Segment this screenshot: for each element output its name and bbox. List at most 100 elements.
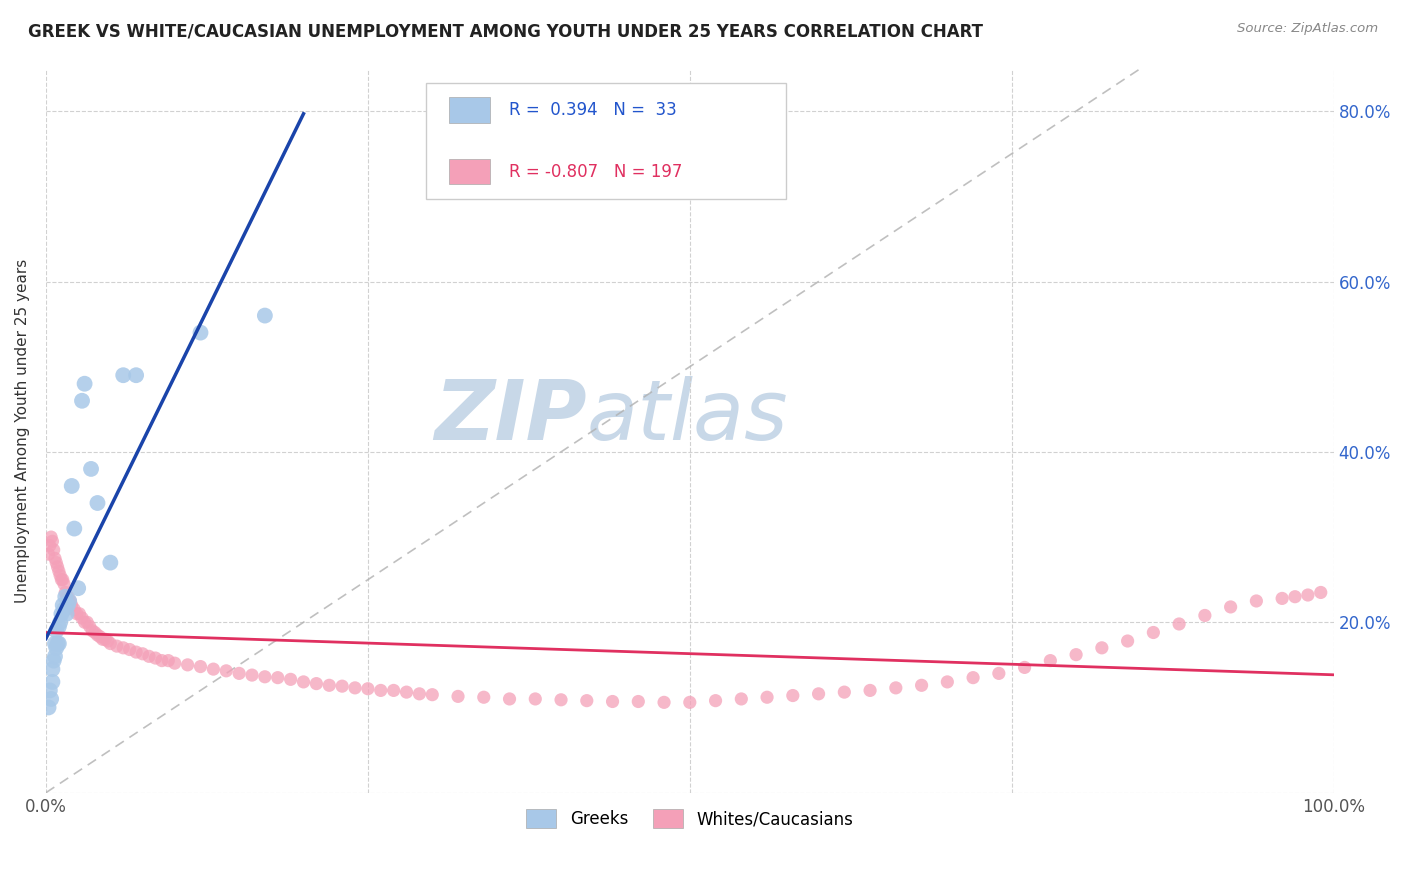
Text: atlas: atlas [586, 376, 789, 457]
Point [1091, 640, 1114, 655]
Point [118, 642, 141, 657]
Point [44, 649, 66, 664]
Point [39, 692, 62, 706]
Legend: Greeks, Whites/Caucasians: Greeks, Whites/Caucasians [520, 803, 860, 835]
Point [1116, 634, 1139, 648]
Point [45, 640, 67, 655]
Point [202, 662, 225, 676]
Point [38, 700, 60, 714]
Point [60, 479, 83, 493]
Point [53, 585, 76, 599]
Point [51, 573, 73, 587]
Point [190, 659, 212, 673]
Point [86, 628, 108, 642]
Point [42, 542, 65, 557]
Point [627, 694, 650, 708]
Point [125, 368, 148, 383]
Point [1296, 588, 1319, 602]
Text: ZIP: ZIP [434, 376, 586, 457]
Point [41, 534, 63, 549]
Point [58, 594, 80, 608]
Point [357, 681, 380, 696]
Point [38, 683, 60, 698]
Point [1219, 599, 1241, 614]
Point [884, 681, 907, 695]
Point [382, 683, 405, 698]
Point [704, 693, 727, 707]
Point [176, 657, 198, 672]
Point [267, 671, 290, 685]
Point [730, 692, 752, 706]
Point [652, 695, 675, 709]
Point [53, 602, 76, 616]
Point [163, 656, 186, 670]
Point [305, 676, 328, 690]
Point [575, 693, 598, 707]
Point [150, 654, 173, 668]
Point [131, 647, 153, 661]
Point [936, 674, 959, 689]
Point [73, 376, 96, 391]
Point [58, 594, 80, 608]
Point [524, 692, 547, 706]
Y-axis label: Unemployment Among Youth under 25 years: Unemployment Among Youth under 25 years [15, 259, 30, 603]
Point [330, 679, 353, 693]
Point [45, 624, 67, 638]
Point [45, 556, 67, 570]
Point [83, 625, 105, 640]
Point [1039, 654, 1062, 668]
Point [46, 636, 69, 650]
Point [44, 551, 66, 566]
Point [112, 368, 135, 383]
Point [48, 564, 70, 578]
Point [1168, 617, 1191, 632]
Point [1142, 625, 1164, 640]
Point [1271, 591, 1294, 606]
Point [52, 573, 75, 587]
Point [53, 590, 76, 604]
Point [49, 568, 72, 582]
Point [280, 673, 302, 687]
Point [53, 577, 76, 591]
Point [89, 630, 111, 644]
Point [48, 619, 70, 633]
Point [59, 594, 82, 608]
Point [292, 674, 315, 689]
Bar [449, 159, 489, 185]
Point [782, 689, 804, 703]
Point [60, 599, 83, 613]
Bar [449, 97, 489, 123]
Point [98, 636, 121, 650]
Point [962, 671, 984, 685]
Point [86, 496, 108, 510]
Point [679, 695, 702, 709]
Point [63, 602, 86, 616]
Point [63, 522, 86, 536]
Point [859, 683, 882, 698]
Point [80, 462, 103, 476]
Point [97, 634, 120, 648]
Point [38, 539, 60, 553]
Point [1246, 594, 1268, 608]
Text: GREEK VS WHITE/CAUCASIAN UNEMPLOYMENT AMONG YOUTH UNDER 25 YEARS CORRELATION CHA: GREEK VS WHITE/CAUCASIAN UNEMPLOYMENT AM… [28, 22, 983, 40]
Point [79, 619, 101, 633]
Point [1284, 590, 1306, 604]
Point [112, 640, 135, 655]
Point [215, 664, 238, 678]
Point [73, 615, 96, 630]
Point [138, 649, 160, 664]
Point [343, 681, 366, 695]
Point [49, 615, 72, 630]
Point [41, 674, 63, 689]
Point [38, 547, 60, 561]
Point [82, 624, 104, 638]
Point [55, 607, 77, 621]
Point [240, 668, 263, 682]
Point [66, 607, 89, 621]
Point [46, 560, 69, 574]
Point [39, 530, 62, 544]
Point [125, 645, 148, 659]
Point [253, 670, 276, 684]
Point [42, 654, 65, 668]
Point [56, 590, 79, 604]
